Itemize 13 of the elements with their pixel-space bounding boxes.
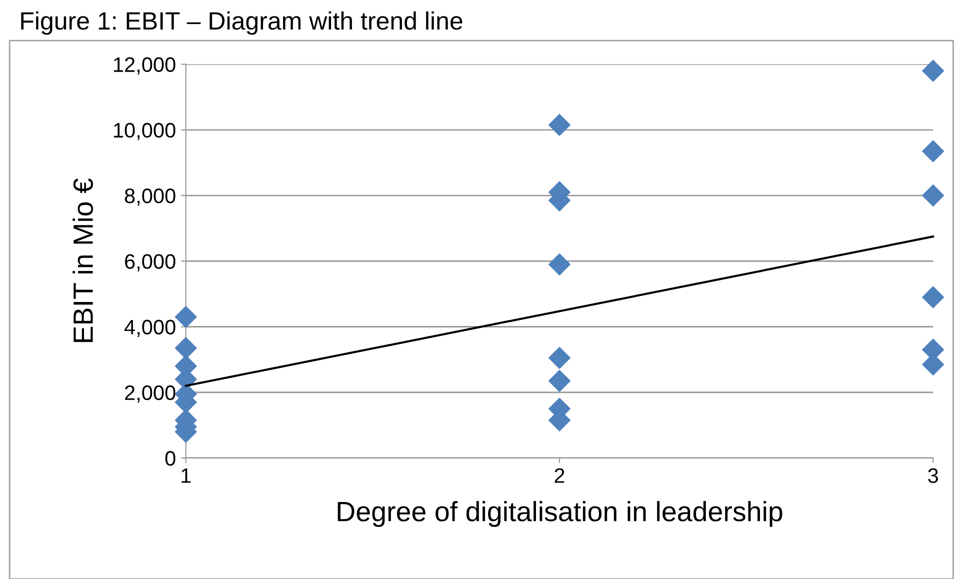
y-tick-label: 6,000 bbox=[125, 254, 176, 272]
y-tick-label: 8,000 bbox=[124, 188, 176, 206]
y-tick-label: 2,000 bbox=[125, 385, 176, 403]
x-tick-label: 2 bbox=[554, 468, 564, 483]
x-tick-label: 3 bbox=[928, 468, 938, 484]
chart-title: Figure 1: EBIT – Diagram with trend line bbox=[21, 11, 462, 35]
y-axis-title: EBIT in Mio € bbox=[72, 178, 94, 342]
x-tick-label: 1 bbox=[182, 468, 191, 483]
y-tick-label: 4,000 bbox=[124, 320, 176, 337]
y-tick-label: 10,000 bbox=[114, 122, 176, 140]
y-tick-label: 12,000 bbox=[114, 57, 176, 74]
y-tick-label: 0 bbox=[165, 450, 176, 466]
x-axis-title: Degree of digitalisation in leadership bbox=[338, 501, 782, 527]
